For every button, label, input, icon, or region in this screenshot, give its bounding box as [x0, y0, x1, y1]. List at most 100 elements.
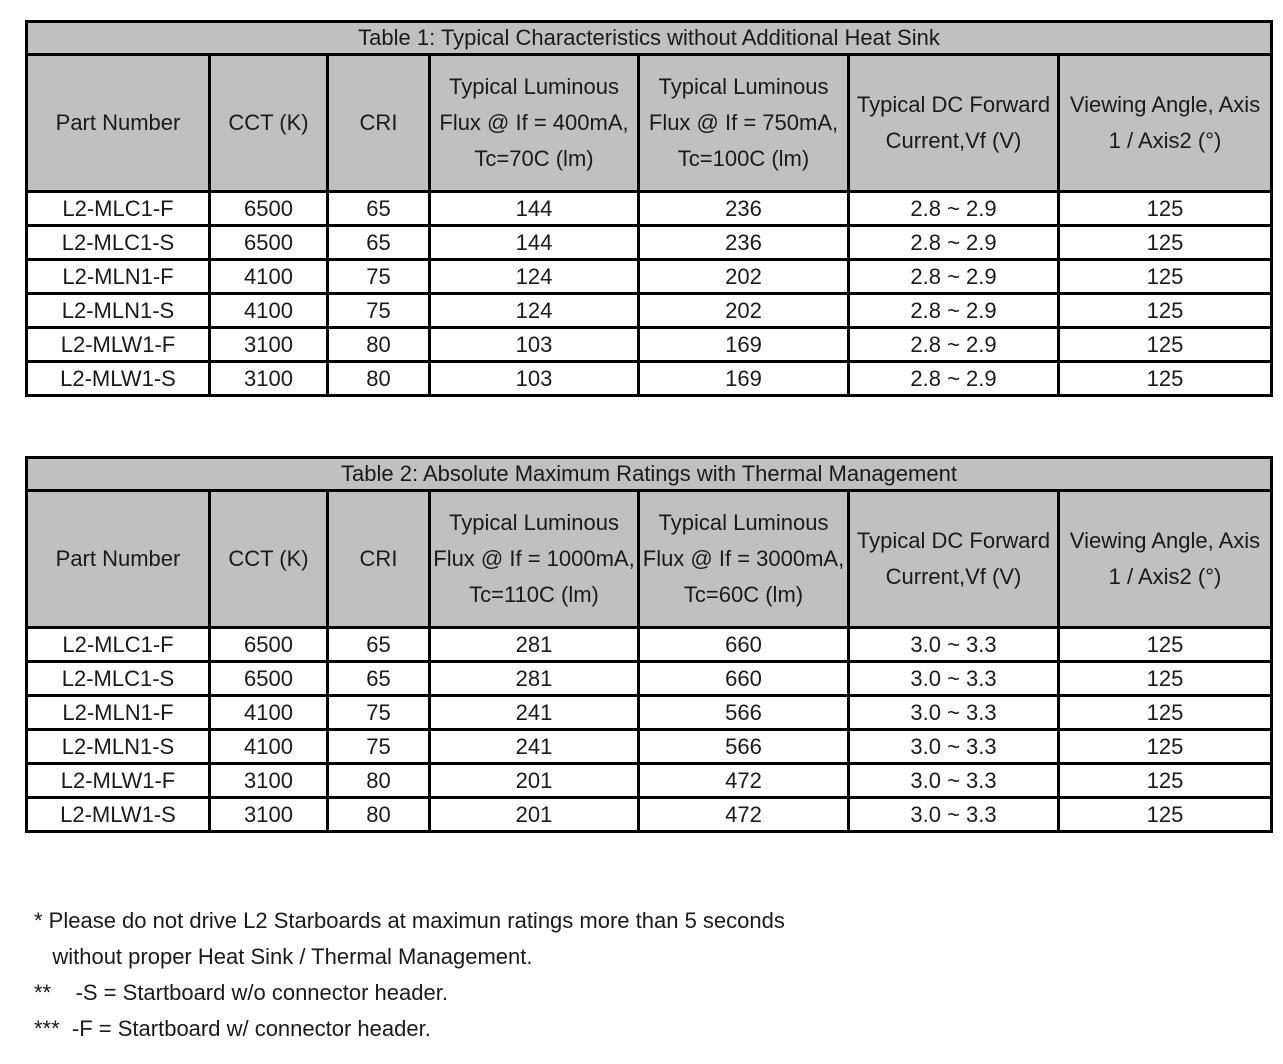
table-cell: 144 [428, 224, 640, 261]
table-cell: 472 [637, 762, 850, 799]
table-cell: 281 [428, 626, 640, 663]
column-header: Part Number [25, 53, 211, 193]
table-cell: L2-MLW1-F [25, 762, 211, 799]
table-cell: L2-MLC1-F [25, 626, 211, 663]
column-header: CCT (K) [208, 53, 329, 193]
table-cell: 281 [428, 660, 640, 697]
table-cell: 103 [428, 326, 640, 363]
table-row: L2-MLC1-S 6500 65 281 660 3.0 ~ 3.3 125 [25, 660, 1273, 697]
table-cell: 4100 [208, 694, 329, 731]
column-header: Typical Luminous Flux @ If = 3000mA, Tc=… [637, 489, 850, 629]
table-cell: 124 [428, 292, 640, 329]
table-cell: 4100 [208, 292, 329, 329]
table-cell: 4100 [208, 728, 329, 765]
table-cell: 125 [1057, 796, 1273, 833]
table-row: L2-MLC1-F 6500 65 281 660 3.0 ~ 3.3 125 [25, 626, 1273, 663]
table-cell: 80 [326, 326, 431, 363]
table-cell: 3100 [208, 360, 329, 397]
table-cell: 65 [326, 626, 431, 663]
table-cell: 6500 [208, 190, 329, 227]
table-cell: 660 [637, 660, 850, 697]
table-cell: 3.0 ~ 3.3 [847, 762, 1060, 799]
table-cell: 202 [637, 292, 850, 329]
table-cell: 65 [326, 190, 431, 227]
footnote-s-suffix: ** -S = Startboard w/o connector header. [34, 980, 448, 1005]
table-title-row: Table 1: Typical Characteristics without… [24, 20, 1274, 56]
table-cell: 472 [637, 796, 850, 833]
table-cell: L2-MLW1-F [25, 326, 211, 363]
table-cell: 75 [326, 694, 431, 731]
table-cell: 144 [428, 190, 640, 227]
table-row: L2-MLN1-F 4100 75 241 566 3.0 ~ 3.3 125 [25, 694, 1273, 731]
table-cell: 6500 [208, 626, 329, 663]
table-row: L2-MLW1-S 3100 80 201 472 3.0 ~ 3.3 125 [25, 796, 1273, 833]
column-header: Part Number [25, 489, 211, 629]
footnote-f-suffix: *** -F = Startboard w/ connector header. [34, 1016, 431, 1041]
table-cell: 3.0 ~ 3.3 [847, 728, 1060, 765]
table-cell: 2.8 ~ 2.9 [847, 224, 1060, 261]
table-row: L2-MLW1-F 3100 80 103 169 2.8 ~ 2.9 125 [25, 326, 1274, 363]
table-row: L2-MLW1-S 3100 80 103 169 2.8 ~ 2.9 125 [25, 360, 1274, 397]
table-cell: 125 [1057, 728, 1273, 765]
table-cell: 201 [428, 762, 640, 799]
table-cell: 169 [637, 360, 850, 397]
table-cell: 125 [1057, 660, 1273, 697]
table-cell: 3.0 ~ 3.3 [847, 660, 1060, 697]
table-cell: L2-MLN1-S [25, 292, 211, 329]
footnote-heat-sink-warning: * Please do not drive L2 Starboards at m… [34, 908, 785, 933]
table-cell: 4100 [208, 258, 329, 295]
table-cell: 236 [637, 224, 850, 261]
table-cell: 2.8 ~ 2.9 [847, 258, 1060, 295]
column-header: Typical Luminous Flux @ If = 750mA, Tc=1… [637, 53, 850, 193]
table-cell: 75 [326, 292, 431, 329]
table-cell: 201 [428, 796, 640, 833]
table-cell: 125 [1056, 292, 1274, 329]
table-cell: 236 [637, 190, 850, 227]
table-typical-characteristics: Table 1: Typical Characteristics without… [24, 20, 1274, 397]
table-cell: 566 [637, 694, 850, 731]
table-cell: 125 [1056, 258, 1274, 295]
table-cell: 125 [1056, 190, 1274, 227]
table-cell: 3100 [208, 326, 329, 363]
table-cell: 566 [637, 728, 850, 765]
table-cell: 2.8 ~ 2.9 [847, 326, 1060, 363]
table-cell: L2-MLW1-S [25, 360, 211, 397]
table-cell: 241 [428, 694, 640, 731]
table-cell: L2-MLW1-S [25, 796, 211, 833]
table-row: L2-MLN1-F 4100 75 124 202 2.8 ~ 2.9 125 [25, 258, 1274, 295]
table-cell: L2-MLN1-F [25, 694, 211, 731]
table-cell: 3.0 ~ 3.3 [847, 694, 1060, 731]
table-cell: L2-MLN1-F [25, 258, 211, 295]
column-header: Typical Luminous Flux @ If = 400mA, Tc=7… [428, 53, 640, 193]
table-cell: 2.8 ~ 2.9 [847, 190, 1060, 227]
table-cell: 75 [326, 728, 431, 765]
column-header: Viewing Angle, Axis 1 / Axis2 (°) [1056, 53, 1274, 193]
footnotes: * Please do not drive L2 Starboards at m… [34, 903, 785, 1047]
table-row: L2-MLN1-S 4100 75 124 202 2.8 ~ 2.9 125 [25, 292, 1274, 329]
table-cell: 3100 [208, 762, 329, 799]
table-cell: L2-MLC1-F [25, 190, 211, 227]
table-cell: 103 [428, 360, 640, 397]
table-header-row: Part Number CCT (K) CRI Typical Luminous Fl… [25, 489, 1273, 629]
table-cell: 660 [637, 626, 850, 663]
column-header: Typical DC Forward Current,Vf (V) [847, 489, 1060, 629]
column-header: CRI [326, 53, 431, 193]
table-cell: 125 [1056, 360, 1274, 397]
table-cell: 3.0 ~ 3.3 [847, 796, 1060, 833]
table-title-row: Table 2: Absolute Maximum Ratings with T… [25, 456, 1273, 492]
table-cell: 125 [1056, 326, 1274, 363]
table-row: L2-MLC1-S 6500 65 144 236 2.8 ~ 2.9 125 [25, 224, 1274, 261]
table-row: L2-MLW1-F 3100 80 201 472 3.0 ~ 3.3 125 [25, 762, 1273, 799]
table-cell: 169 [637, 326, 850, 363]
column-header: CCT (K) [208, 489, 329, 629]
table-cell: 241 [428, 728, 640, 765]
table-row: L2-MLN1-S 4100 75 241 566 3.0 ~ 3.3 125 [25, 728, 1273, 765]
table-cell: L2-MLC1-S [25, 660, 211, 697]
table-absolute-maximum-ratings: Table 2: Absolute Maximum Ratings with T… [25, 456, 1273, 833]
column-header: Typical Luminous Flux @ If = 1000mA, Tc=… [428, 489, 640, 629]
column-header: CRI [326, 489, 431, 629]
table-cell: 80 [326, 796, 431, 833]
table-cell: 65 [326, 660, 431, 697]
table-cell: 3.0 ~ 3.3 [847, 626, 1060, 663]
table-cell: 80 [326, 360, 431, 397]
